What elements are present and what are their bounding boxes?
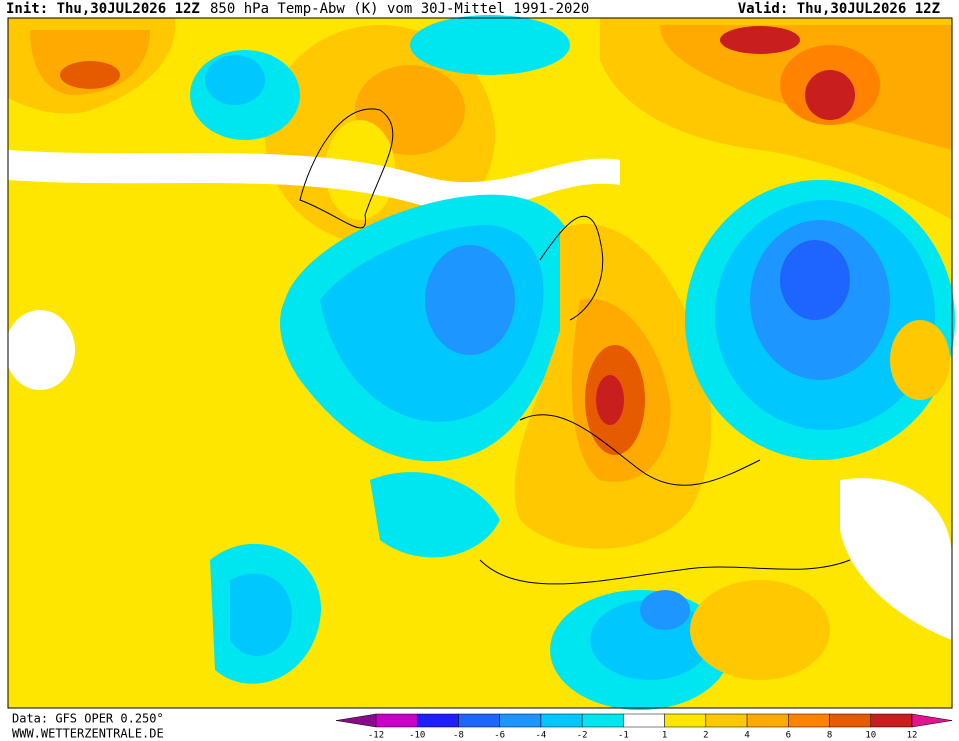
- colorbar-label: 8: [827, 731, 832, 741]
- colorbar-label: -1: [618, 731, 629, 741]
- colorbar-label: 4: [744, 731, 749, 741]
- colorbar-swatch: [664, 713, 707, 728]
- colorbar-swatch: [705, 713, 748, 728]
- colorbar-swatch: [499, 713, 542, 728]
- colorbar-label: -4: [536, 731, 547, 741]
- colorbar-swatch: [540, 713, 583, 728]
- map-title: 850 hPa Temp-Abw (K) vom 30J-Mittel 1991…: [210, 1, 589, 17]
- colorbar-swatch: [623, 713, 665, 728]
- colorbar-swatch: [829, 713, 872, 728]
- colorbar-swatch: [788, 713, 830, 728]
- colorbar-label: 10: [865, 731, 876, 741]
- colorbar-swatch: [581, 713, 624, 728]
- colorbar-label: 2: [703, 731, 708, 741]
- colorbar-label: -8: [453, 731, 464, 741]
- valid-time: Valid: Thu,30JUL2026 12Z: [738, 1, 940, 17]
- data-source: Data: GFS OPER 0.250°: [12, 712, 164, 726]
- colorbar-end: [335, 713, 377, 728]
- colorbar: -12 -10 -8 -6 -4 -2 -1 1 2 4 6 8 10 12: [335, 713, 953, 741]
- colorbar-label: -6: [494, 731, 505, 741]
- colorbar-swatch: [746, 713, 789, 728]
- colorbar-end: [911, 713, 953, 728]
- colorbar-label: -10: [409, 731, 425, 741]
- colorbar-label: -2: [577, 731, 588, 741]
- init-time: Init: Thu,30JUL2026 12Z: [6, 1, 200, 17]
- colorbar-label: 6: [786, 731, 791, 741]
- colorbar-swatch: [416, 713, 459, 728]
- colorbar-swatch: [458, 713, 500, 728]
- website: WWW.WETTERZENTRALE.DE: [12, 727, 164, 741]
- map: [5, 15, 955, 710]
- colorbar-swatch: [870, 713, 913, 728]
- colorbar-label: 1: [662, 731, 667, 741]
- colorbar-label: 12: [907, 731, 918, 741]
- colorbar-label: -12: [368, 731, 384, 741]
- colorbar-swatch: [375, 713, 418, 728]
